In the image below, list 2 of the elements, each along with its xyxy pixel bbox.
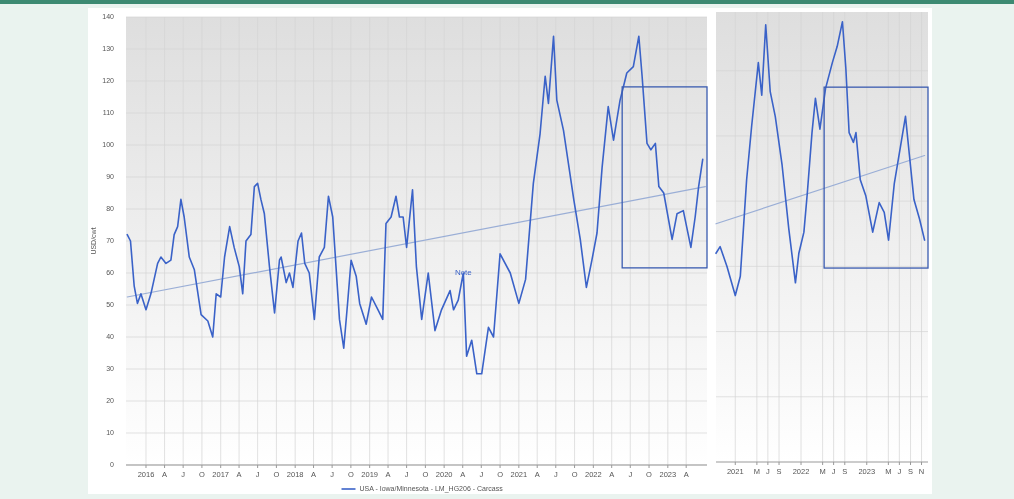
line-series: [126, 35, 704, 375]
annotation: Note: [454, 268, 473, 277]
